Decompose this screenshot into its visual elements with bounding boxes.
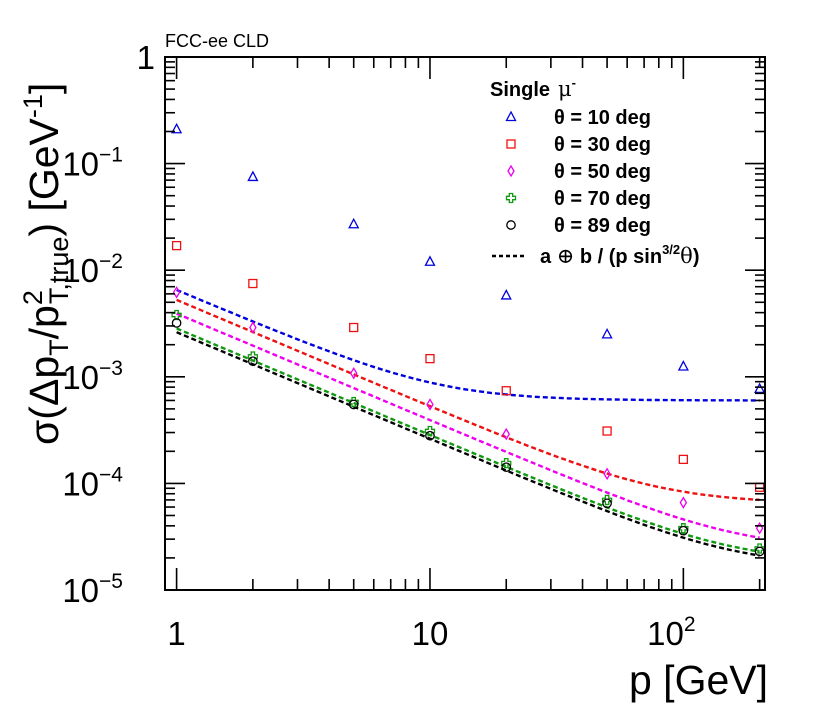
data-point [171,318,182,328]
data-point [248,278,258,289]
y-tick-label: 10−4 [62,463,123,502]
corner-label: FCC-ee CLD [165,31,269,51]
data-point [602,426,612,436]
data-point [424,425,436,437]
fit-curve [176,298,760,501]
y-axis-title: σ(ΔpT/p2T,true) [GeV-1] [18,83,74,445]
data-point [349,366,358,380]
legend-label: θ = 89 deg [554,215,651,237]
data-point [754,546,765,557]
legend-fit-label: a ⊕ b / (p sin3/2θ) [540,242,699,268]
data-point [754,382,766,394]
data-point [424,255,436,266]
data-point [677,360,689,371]
data-point [602,498,612,509]
x-tick-label: 102 [647,613,695,652]
data-point [678,454,689,465]
legend-title: Single μ- [490,75,576,101]
fit-curve [176,331,760,557]
data-point [678,525,689,536]
data-point [172,286,181,299]
data-point [501,462,512,473]
y-tick-label: 10−5 [62,570,123,609]
data-point [426,398,434,411]
data-point [348,399,359,410]
plot-frame [164,56,766,591]
x-axis-title: p [GeV] [629,657,768,703]
data-point [603,467,611,481]
data-point [501,386,511,396]
y-tick-label: 10−2 [62,250,123,289]
data-point [348,217,360,229]
legend-label: θ = 70 deg [554,188,651,210]
x-tick-label: 10 [412,615,449,652]
data-point [679,496,688,509]
legend-marker [506,139,516,149]
legend-marker [505,110,517,122]
x-tick-label: 1 [167,615,185,652]
legend-entries: θ = 10 deg θ = 30 deg θ = 50 deg θ = 70 deg… [505,107,651,237]
y-tick-label: 10−1 [62,144,123,183]
data-point [502,427,511,441]
data-point [755,521,764,535]
legend-label: θ = 10 deg [554,107,651,129]
fit-curve [176,327,760,553]
data-point [349,322,359,333]
legend-marker [507,164,515,178]
data-point [601,494,613,506]
y-tick-label: 1 [137,39,155,76]
data-point [425,354,435,364]
legend-label: θ = 50 deg [554,161,651,183]
data-point [249,321,257,334]
legend-marker [505,192,517,204]
data-point [171,240,182,251]
legend-marker [506,220,516,230]
data-point [247,170,259,182]
y-tick-label: 10−3 [62,357,123,396]
data-point [247,351,259,362]
axis-ticks: 1 10 102 1 10−1 10−2 10−3 10−4 10−5 [62,39,765,652]
data-point [248,356,258,367]
data-point [754,482,765,492]
data-point [425,430,435,441]
plot-marks [171,122,766,557]
data-point [171,122,183,134]
fit-curve [176,288,760,402]
fit-curve [176,312,760,539]
legend-label: θ = 30 deg [554,134,651,156]
data-point [500,289,512,300]
data-point [754,543,765,554]
data-point [501,457,512,469]
data-point [601,327,613,339]
